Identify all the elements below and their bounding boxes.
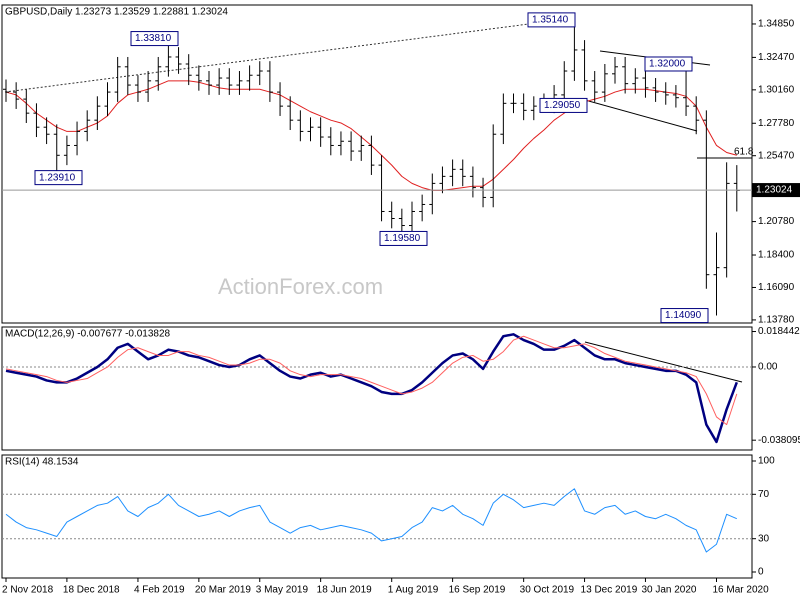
- price-annotation: 1.19580: [384, 233, 421, 244]
- current-price-box: [752, 183, 800, 198]
- channel-line: [584, 99, 698, 132]
- panel-frame: [1, 326, 753, 451]
- x-tick-label: 30 Oct 2019: [520, 585, 575, 596]
- x-tick-label: 16 Sep 2019: [449, 585, 506, 596]
- y-tick-label: 1.18400: [758, 250, 795, 261]
- y-tick-label: 70: [758, 489, 770, 500]
- panel-frame: [1, 4, 753, 324]
- x-tick-label: 16 Mar 2020: [713, 585, 770, 596]
- y-tick-label: 1.25470: [758, 150, 795, 161]
- x-tick-label: 20 Mar 2019: [195, 585, 252, 596]
- y-tick-label: 0.018442: [758, 326, 800, 337]
- price-annotation-box: [34, 170, 83, 186]
- panel-frame: [1, 454, 753, 579]
- fib-label: 61.8: [734, 147, 754, 158]
- x-tick-label: 3 May 2019: [256, 585, 309, 596]
- macd-trend-line: [584, 341, 743, 383]
- price-annotation-box: [379, 230, 428, 246]
- y-tick-label: 1.32470: [758, 52, 795, 63]
- y-tick-label: 1.20780: [758, 216, 795, 227]
- price-annotation: 1.33810: [135, 33, 172, 44]
- y-tick-label: 100: [758, 456, 775, 467]
- x-tick-label: 4 Feb 2019: [134, 585, 185, 596]
- y-tick-label: 1.34850: [758, 19, 795, 30]
- x-tick-label: 18 Jun 2019: [317, 585, 372, 596]
- series-line: [5, 333, 738, 444]
- price-annotation: 1.23910: [39, 172, 76, 183]
- price-annotation: 1.14090: [665, 310, 702, 321]
- x-tick-label: 2 Nov 2018: [2, 585, 54, 596]
- x-tick-label: 1 Aug 2019: [388, 585, 439, 596]
- panel-title: MACD(12,26,9) -0.007677 -0.013828: [5, 329, 171, 340]
- y-tick-label: 0: [758, 567, 764, 578]
- series-line: [5, 335, 738, 426]
- x-tick-label: 18 Dec 2018: [63, 585, 120, 596]
- y-tick-label: 30: [758, 533, 770, 544]
- title-bg: [3, 6, 275, 18]
- x-tick-label: 30 Jan 2020: [641, 585, 696, 596]
- price-annotation-box: [130, 31, 179, 47]
- series-line: [5, 488, 738, 553]
- y-tick-label: 1.27780: [758, 118, 795, 129]
- price-annotation-box: [539, 97, 588, 113]
- price-annotation: 1.35140: [532, 15, 569, 26]
- title-bg: [3, 456, 101, 468]
- y-tick-label: 1.16090: [758, 282, 795, 293]
- price-annotation-box: [660, 308, 709, 324]
- panel-title: RSI(14) 48.1534: [5, 457, 79, 468]
- watermark: ActionForex.com: [218, 274, 383, 299]
- x-tick-label: 13 Dec 2019: [581, 585, 638, 596]
- panel-title: GBPUSD,Daily 1.23273 1.23529 1.22881 1.2…: [5, 7, 228, 18]
- price-annotation-box: [644, 56, 693, 72]
- y-tick-label: 0.00: [758, 362, 778, 373]
- title-bg: [3, 328, 209, 340]
- y-tick-label: 1.30160: [758, 84, 795, 95]
- price-annotation: 1.32000: [649, 59, 686, 70]
- price-annotation: 1.29050: [544, 100, 581, 111]
- price-annotation-box: [527, 12, 576, 28]
- y-tick-label: 1.13780: [758, 315, 795, 326]
- y-tick-label: -0.038095: [758, 435, 800, 446]
- current-price-label: 1.23024: [756, 185, 793, 196]
